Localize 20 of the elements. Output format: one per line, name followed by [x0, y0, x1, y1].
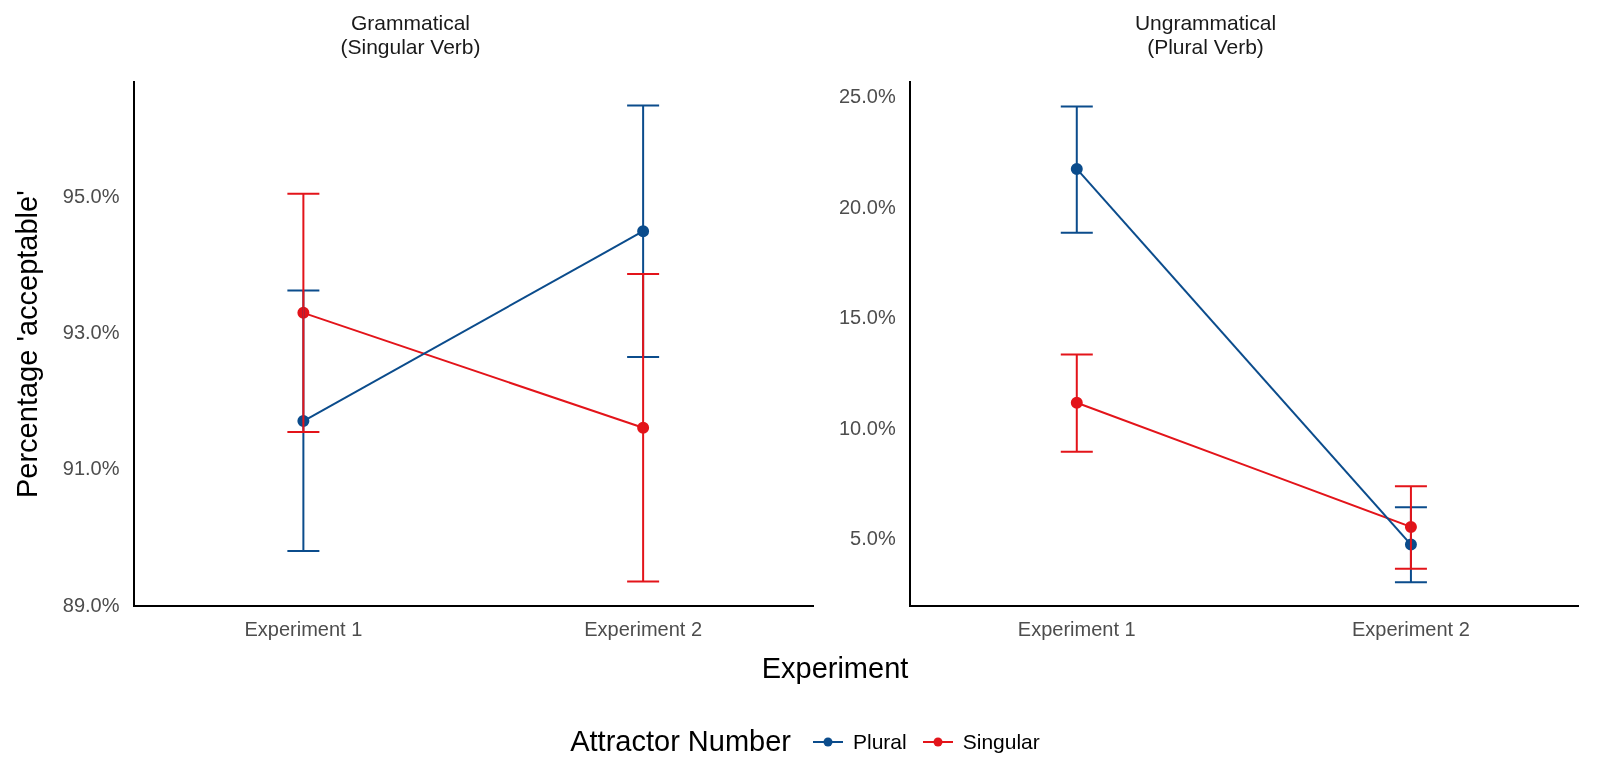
chart-title: Ungrammatical (Plural Verb) — [1134, 10, 1277, 59]
legend-label: Singular — [962, 729, 1040, 754]
chart-title: Grammatical (Singular Verb) — [340, 10, 481, 59]
y-tick-label: 89.0% — [62, 593, 120, 616]
legend-title: Attractor Number — [570, 725, 792, 758]
y-tick-label: 5.0% — [850, 527, 896, 550]
y-tick-label: 15.0% — [838, 306, 896, 329]
x-axis-title: Experiment — [760, 652, 910, 685]
y-tick-label: 95.0% — [62, 185, 120, 208]
x-tick-label: Experiment 2 — [584, 617, 703, 640]
legend-label: Plural — [853, 729, 907, 754]
y-axis-title: Percentage 'acceptable' — [11, 190, 44, 499]
y-tick-label: 20.0% — [838, 195, 896, 218]
y-tick-label: 91.0% — [62, 457, 120, 480]
y-tick-label: 93.0% — [62, 321, 120, 344]
y-tick-label: 10.0% — [838, 416, 896, 439]
x-tick-label: Experiment 2 — [1352, 617, 1470, 640]
x-tick-label: Experiment 1 — [1017, 617, 1136, 640]
x-tick-label: Experiment 1 — [244, 617, 363, 640]
y-tick-label: 25.0% — [838, 85, 896, 108]
